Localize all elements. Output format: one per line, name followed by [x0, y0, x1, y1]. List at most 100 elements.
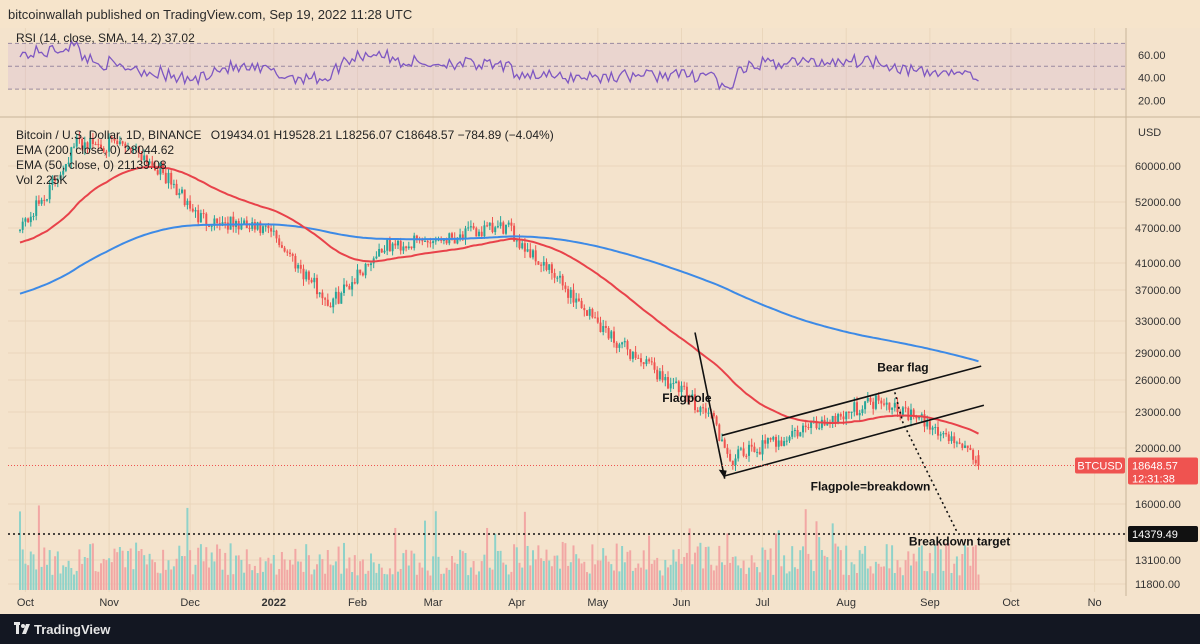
volume-bar	[310, 574, 313, 590]
volume-bar	[734, 556, 737, 590]
candle-body	[856, 402, 858, 416]
candle-body	[518, 240, 521, 249]
candle-body	[621, 342, 624, 345]
candle-body	[143, 155, 146, 161]
volume-bar	[694, 552, 696, 590]
candle-body	[872, 401, 875, 409]
volume-bar	[467, 575, 470, 590]
candle-body	[618, 344, 621, 348]
candle-body	[694, 394, 696, 411]
candle-body	[858, 413, 861, 416]
volume-bar	[634, 567, 637, 590]
candle-body	[750, 444, 753, 447]
month-label: Jun	[673, 597, 691, 609]
volume-bar	[407, 565, 410, 590]
volume-bar	[270, 563, 273, 590]
volume-bar	[540, 558, 543, 590]
candle-body	[302, 268, 305, 280]
month-label: Nov	[99, 597, 119, 609]
volume-bar	[286, 569, 289, 590]
candle-body	[375, 256, 378, 259]
candle-body	[343, 284, 345, 294]
volume-bar	[880, 566, 883, 590]
volume-bar	[388, 568, 391, 590]
volume-bar	[410, 550, 413, 590]
candle-body	[729, 453, 732, 461]
publisher-text: bitcoinwallah published on TradingView.c…	[8, 7, 413, 22]
volume-bar	[877, 563, 880, 590]
month-label: May	[587, 597, 608, 609]
candle-body	[842, 416, 845, 420]
volume-bar	[189, 550, 192, 590]
rsi-legend[interactable]: RSI (14, close, SMA, 14, 2) 37.02	[16, 31, 195, 45]
candle-body	[496, 226, 499, 228]
main-legend: Bitcoin / U.S. Dollar, 1D, BINANCE O1943…	[16, 128, 554, 188]
price-tick-label: 41000.00	[1135, 258, 1181, 270]
volume-bar	[305, 544, 308, 590]
candle-body	[105, 151, 108, 153]
chart-canvas[interactable]: USD 60000.00 52000.00 47000.00 41000.00 37000…	[0, 0, 1200, 614]
volume-bar	[24, 563, 27, 590]
candle-body	[707, 412, 710, 414]
volume-bar	[534, 559, 537, 590]
candle-body	[748, 444, 750, 456]
candle-body	[189, 200, 192, 209]
volume-bar	[332, 565, 335, 590]
candle-body	[775, 436, 777, 447]
candle-body	[653, 362, 656, 370]
ema200-legend[interactable]: EMA (200, close, 0) 28044.62	[16, 143, 175, 157]
candle-body	[494, 227, 497, 233]
volume-bar	[723, 564, 726, 590]
volume-bar	[29, 551, 32, 590]
ema50-legend[interactable]: EMA (50, close, 0) 21139.08	[16, 158, 167, 172]
volume-bar	[926, 571, 929, 590]
volume-bar	[391, 574, 394, 590]
volume-bar	[167, 560, 170, 590]
volume-bar	[623, 562, 626, 590]
candle-body	[926, 421, 929, 427]
candle-body	[931, 427, 934, 430]
volume-bar	[181, 556, 183, 590]
candle-body	[642, 362, 645, 365]
candle-body	[318, 292, 321, 295]
volume-bar	[804, 509, 807, 590]
volume-bar	[491, 569, 494, 590]
volume-bar	[226, 574, 229, 590]
candle-body	[680, 385, 683, 393]
candle-body	[332, 298, 335, 308]
volume-bar	[110, 562, 113, 590]
symbol-row[interactable]: Bitcoin / U.S. Dollar, 1D, BINANCE O1943…	[16, 128, 554, 143]
price-tick-label: 23000.00	[1135, 407, 1181, 419]
volume-bar	[337, 546, 340, 590]
volume-bar	[766, 559, 769, 590]
candle-body	[507, 222, 510, 225]
volume-legend[interactable]: Vol 2.25K	[16, 173, 68, 187]
volume-bar	[356, 575, 359, 590]
pattern-drawings[interactable]	[8, 332, 1126, 535]
price-tick-label: 16000.00	[1135, 499, 1181, 511]
candle-body	[29, 216, 32, 223]
candle-body	[888, 402, 891, 410]
volume-bar	[937, 543, 939, 590]
volume-bar	[86, 557, 89, 590]
candle-body	[904, 407, 907, 409]
volume-bar	[27, 565, 30, 590]
volume-bar	[224, 552, 227, 590]
candle-body	[569, 289, 572, 298]
candle-body	[499, 222, 502, 227]
volume-bar	[145, 564, 148, 590]
candle-body	[799, 432, 802, 437]
target-price-tag: 14379.49	[1128, 526, 1198, 542]
volume-bar	[316, 564, 318, 590]
rsi-pane	[8, 39, 1126, 91]
candle-body	[159, 162, 162, 175]
candle-body	[650, 361, 653, 363]
candle-body	[310, 279, 313, 283]
volume-bar	[507, 574, 510, 590]
volume-bar	[567, 565, 570, 590]
volume-bar	[218, 548, 221, 590]
month-label: Oct	[17, 597, 34, 609]
volume-bar	[151, 559, 154, 590]
volume-bar	[329, 564, 332, 590]
candle-body	[734, 458, 737, 465]
